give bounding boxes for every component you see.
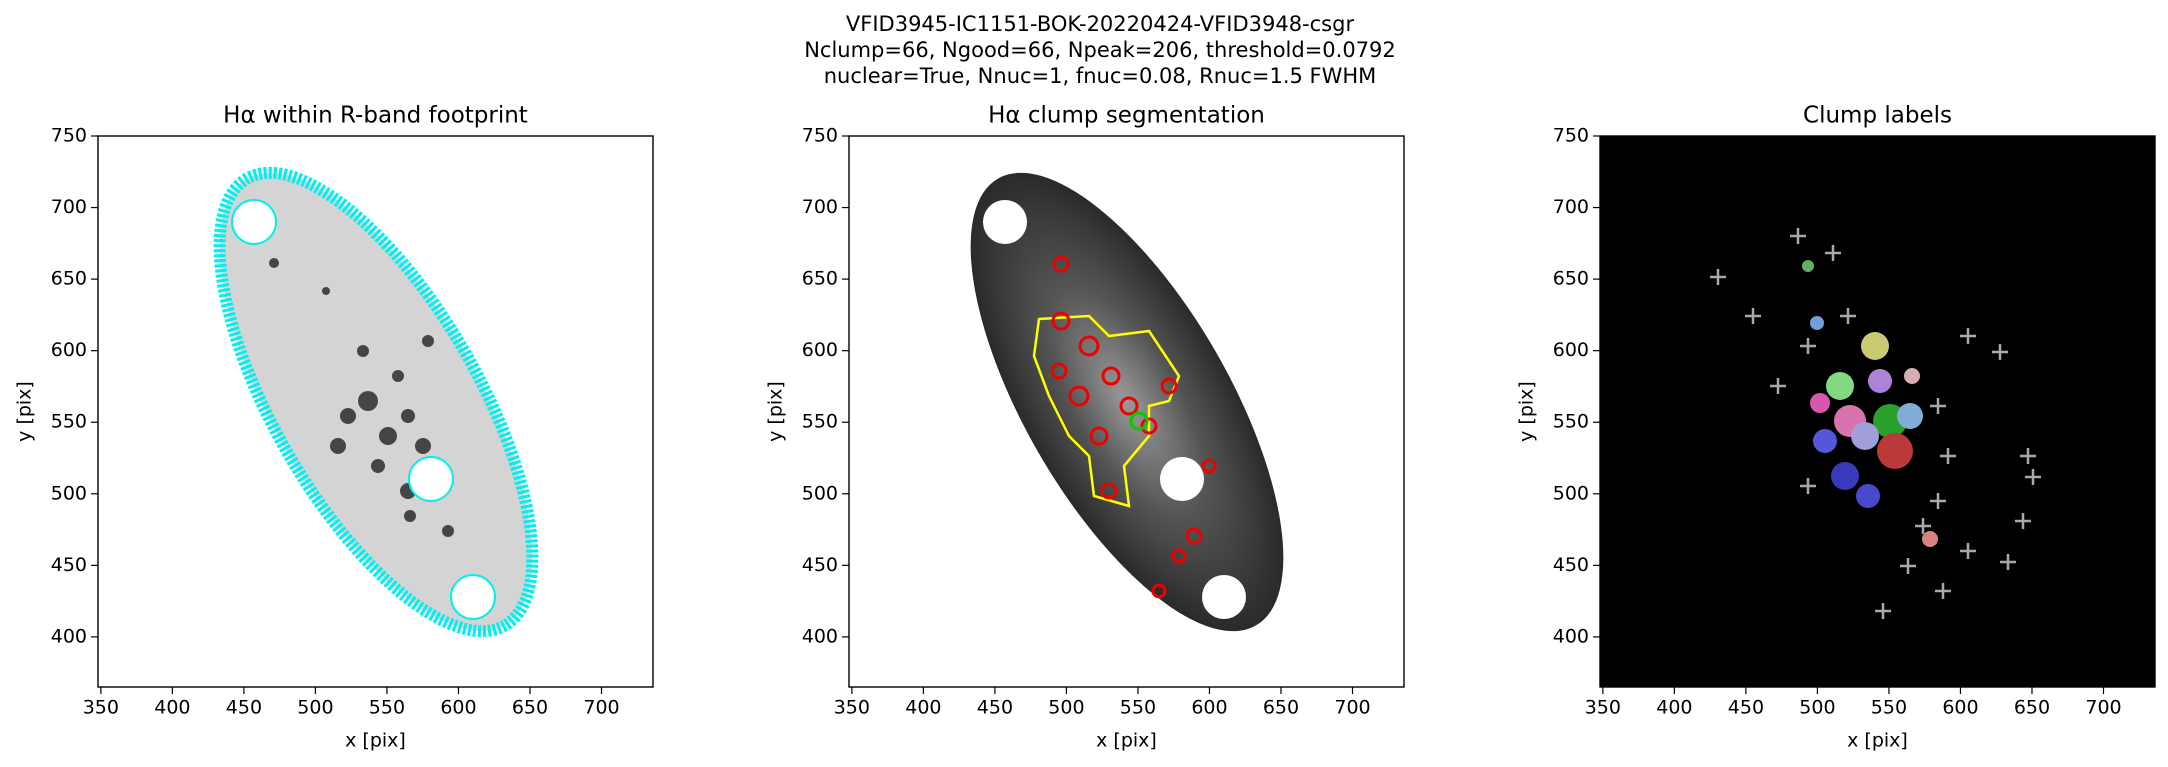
y-axis-label: y [pix]: [1516, 381, 1538, 442]
y-tick-label: 700: [1553, 196, 1589, 218]
y-tick-label: 750: [51, 125, 87, 147]
image: [970, 172, 1284, 632]
x-tick-label: 650: [2014, 697, 2050, 719]
y-tick-label: 550: [1553, 411, 1589, 433]
panel-title: Hα clump segmentation: [988, 103, 1265, 129]
axes-frame: [1599, 135, 2156, 688]
figure-title: nuclear=True, Nnuc=1, fnuc=0.08, Rnuc=1.…: [824, 64, 1377, 88]
x-tick-label: 500: [1799, 697, 1835, 719]
y-tick-label: 750: [802, 125, 838, 147]
x-tick-label: 450: [977, 697, 1013, 719]
x-tick-label: 400: [154, 697, 190, 719]
y-tick-label: 450: [51, 554, 87, 576]
y-tick-label: 750: [1553, 125, 1589, 147]
y-tick-label: 650: [802, 268, 838, 290]
x-tick-label: 400: [905, 697, 941, 719]
y-tick-label: 400: [1553, 625, 1589, 647]
x-tick-label: 500: [1048, 697, 1084, 719]
image: [1600, 136, 2155, 687]
y-tick-label: 650: [1553, 268, 1589, 290]
axes-frame: [97, 135, 654, 688]
y-tick-label: 500: [802, 482, 838, 504]
y-tick-label: 500: [51, 482, 87, 504]
x-axis-label: x [pix]: [1096, 730, 1157, 752]
panel-title: Clump labels: [1803, 103, 1952, 129]
x-tick-label: 600: [1942, 697, 1978, 719]
y-tick-label: 650: [51, 268, 87, 290]
x-tick-label: 350: [1585, 697, 1621, 719]
x-tick-label: 550: [1120, 697, 1156, 719]
y-tick-label: 450: [802, 554, 838, 576]
y-tick-label: 600: [802, 339, 838, 361]
y-axis-label: y [pix]: [765, 381, 787, 442]
x-tick-label: 550: [369, 697, 405, 719]
y-tick-label: 550: [51, 411, 87, 433]
x-tick-label: 700: [2085, 697, 2121, 719]
x-tick-label: 650: [512, 697, 548, 719]
y-axis-label: y [pix]: [14, 381, 36, 442]
x-axis-label: x [pix]: [345, 730, 406, 752]
x-tick-label: 450: [1728, 697, 1764, 719]
x-axis-label: x [pix]: [1847, 730, 1908, 752]
y-tick-label: 500: [1553, 482, 1589, 504]
x-tick-label: 450: [226, 697, 262, 719]
y-tick-label: 600: [51, 339, 87, 361]
x-tick-label: 700: [583, 697, 619, 719]
y-tick-label: 700: [802, 196, 838, 218]
x-tick-label: 350: [83, 697, 119, 719]
x-tick-label: 500: [297, 697, 333, 719]
panel-title: Hα within R-band footprint: [223, 103, 528, 129]
axes-frame: [848, 135, 1405, 688]
y-tick-label: 700: [51, 196, 87, 218]
y-tick-label: 400: [51, 625, 87, 647]
x-tick-label: 550: [1871, 697, 1907, 719]
y-tick-label: 550: [802, 411, 838, 433]
x-tick-label: 650: [1263, 697, 1299, 719]
x-tick-label: 600: [1191, 697, 1227, 719]
x-tick-label: 400: [1656, 697, 1692, 719]
x-tick-label: 700: [1334, 697, 1370, 719]
x-tick-label: 600: [440, 697, 476, 719]
y-tick-label: 400: [802, 625, 838, 647]
image: [213, 166, 539, 638]
figure-title: VFID3945-IC1151-BOK-20220424-VFID3948-cs…: [846, 12, 1355, 36]
y-tick-label: 600: [1553, 339, 1589, 361]
x-tick-label: 350: [834, 697, 870, 719]
y-tick-label: 450: [1553, 554, 1589, 576]
figure-title: Nclump=66, Ngood=66, Npeak=206, threshol…: [804, 38, 1396, 62]
